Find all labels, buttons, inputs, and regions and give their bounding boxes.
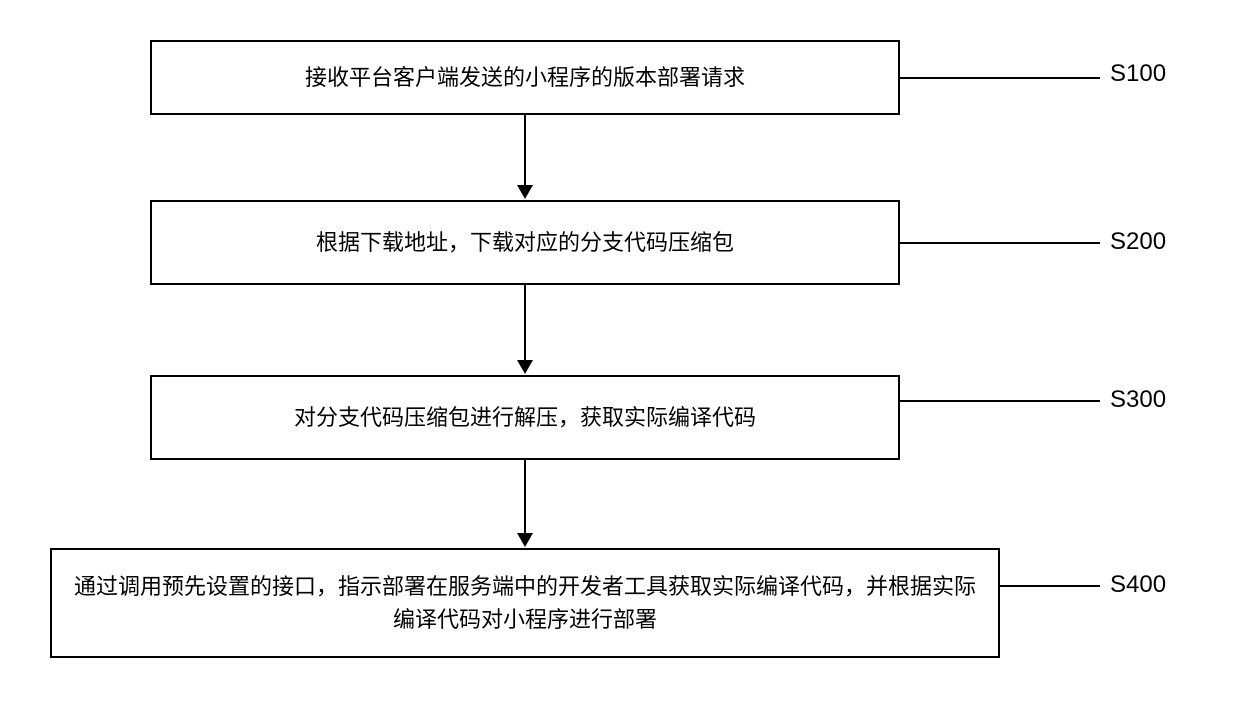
flow-step-text: 接收平台客户端发送的小程序的版本部署请求 [305,61,745,94]
flow-step-text: 根据下载地址，下载对应的分支代码压缩包 [316,226,734,259]
flow-arrow [524,460,526,535]
flow-label-s400: S400 [1110,571,1166,599]
arrow-head-icon [517,533,533,547]
flowchart-container: 接收平台客户端发送的小程序的版本部署请求 S100 根据下载地址，下载对应的分支… [40,30,1199,692]
flow-step-text: 对分支代码压缩包进行解压，获取实际编译代码 [294,401,756,434]
label-connector-line [900,77,1100,79]
label-connector-line [1000,585,1100,587]
flow-label-s100: S100 [1110,60,1166,88]
arrow-head-icon [517,360,533,374]
flow-label-s200: S200 [1110,228,1166,256]
flow-step-s300: 对分支代码压缩包进行解压，获取实际编译代码 [150,375,900,460]
flow-step-text: 通过调用预先设置的接口，指示部署在服务端中的开发者工具获取实际编译代码，并根据实… [72,570,978,636]
flow-step-s100: 接收平台客户端发送的小程序的版本部署请求 [150,40,900,115]
label-connector-line [900,400,1100,402]
flow-step-s400: 通过调用预先设置的接口，指示部署在服务端中的开发者工具获取实际编译代码，并根据实… [50,548,1000,658]
label-connector-line [900,242,1100,244]
flow-label-s300: S300 [1110,386,1166,414]
flow-arrow [524,285,526,362]
flow-arrow [524,115,526,187]
flow-step-s200: 根据下载地址，下载对应的分支代码压缩包 [150,200,900,285]
arrow-head-icon [517,185,533,199]
